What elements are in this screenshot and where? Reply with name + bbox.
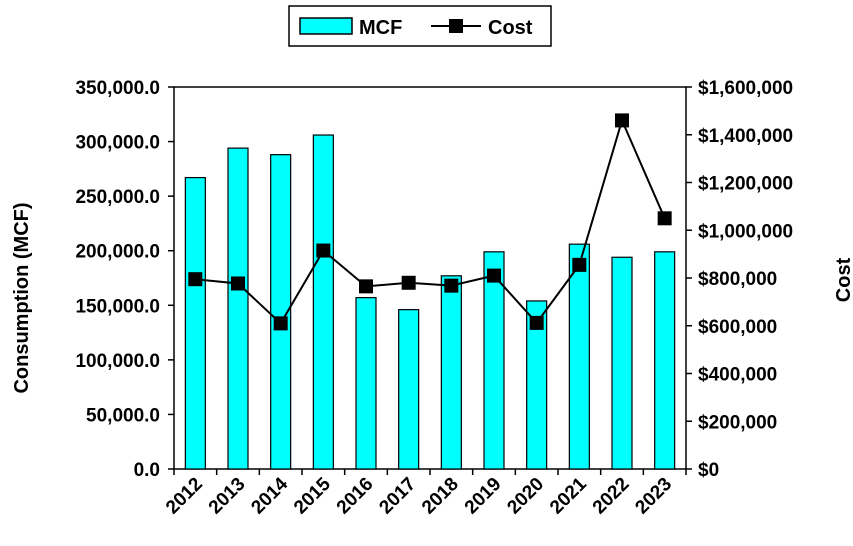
x-tick-label: 2018 — [418, 474, 463, 519]
x-tick-label: 2015 — [290, 473, 335, 518]
y-tick-label: 250,000.0 — [75, 187, 160, 208]
x-tick-label: 2013 — [205, 474, 250, 519]
cost-series — [188, 113, 672, 331]
marker-cost-2018 — [444, 278, 459, 293]
x-tick-label: 2020 — [503, 474, 548, 519]
axes — [168, 86, 692, 475]
bar-mcf-2014 — [270, 154, 292, 470]
y2-tick-label: $1,400,000 — [698, 126, 793, 147]
marker-cost-2014 — [273, 316, 288, 331]
marker-cost-2022 — [615, 113, 629, 128]
marker-cost-2012 — [188, 272, 203, 287]
y2-tick-label: $1,200,000 — [698, 174, 793, 195]
y2-tick-label: $1,000,000 — [698, 221, 793, 242]
y-tick-label: 0.0 — [134, 460, 160, 481]
y-tick-label: 300,000.0 — [75, 133, 160, 154]
y2-tick-label: $600,000 — [698, 317, 777, 338]
x-tick-label: 2022 — [589, 474, 634, 519]
x-tick-label: 2019 — [461, 474, 506, 519]
bar-mcf-2013 — [227, 147, 249, 470]
y2-axis-ticks: $0 $200,000 $400,000 $600,000 $800,000 $1,000… — [698, 78, 793, 481]
bars — [184, 134, 676, 470]
legend-label-mcf: MCF — [359, 17, 402, 39]
y-axis-ticks: 0.0 50,000.0 100,000.0 150,000.0 200,000.0 25… — [75, 78, 160, 481]
marker-cost-2013 — [231, 276, 245, 291]
marker-cost-2023 — [657, 211, 672, 226]
legend: MCF Cost — [288, 5, 552, 47]
x-tick-label: 2017 — [375, 474, 420, 519]
bar-mcf-2019 — [483, 251, 505, 470]
bar-mcf-2020 — [526, 300, 548, 470]
x-tick-label: 2012 — [162, 474, 207, 519]
bar-mcf-2017 — [398, 309, 420, 470]
x-tick-label: 2014 — [247, 473, 292, 518]
y-tick-label: 100,000.0 — [75, 351, 160, 372]
legend-swatch-mcf — [299, 17, 353, 35]
marker-cost-2019 — [487, 268, 501, 283]
y-tick-label: 150,000.0 — [75, 296, 160, 317]
x-axis-ticks: 2012201320142015201620172018201920202021… — [162, 473, 676, 518]
bar-mcf-2023 — [654, 251, 676, 470]
line-cost — [195, 117, 666, 325]
y-tick-label: 350,000.0 — [75, 78, 160, 99]
y-axis-title: Consumption (MCF) — [11, 202, 33, 393]
y2-tick-label: $800,000 — [698, 269, 777, 290]
x-tick-label: 2021 — [546, 473, 591, 518]
legend-marker-cost — [449, 19, 463, 33]
y2-tick-label: $0 — [698, 460, 719, 481]
plot-frame — [173, 86, 687, 470]
marker-cost-2021 — [572, 257, 587, 272]
y-tick-label: 50,000.0 — [86, 405, 160, 426]
bar-mcf-2015 — [312, 134, 334, 470]
bar-mcf-2012 — [184, 176, 206, 470]
bar-mcf-2018 — [440, 275, 462, 470]
x-tick-label: 2023 — [631, 474, 676, 519]
plot-area — [173, 86, 687, 470]
y2-axis-title: Cost — [833, 257, 853, 302]
bar-mcf-2016 — [355, 297, 377, 470]
x-tick-label: 2016 — [333, 474, 378, 519]
y2-tick-label: $1,600,000 — [698, 78, 793, 99]
legend-label-cost: Cost — [488, 17, 533, 39]
bar-mcf-2022 — [611, 256, 633, 470]
marker-cost-2016 — [359, 279, 373, 294]
marker-cost-2015 — [316, 243, 331, 258]
marker-cost-2017 — [401, 275, 416, 290]
marker-cost-2020 — [529, 315, 544, 330]
y2-tick-label: $400,000 — [698, 365, 777, 386]
y-tick-label: 200,000.0 — [75, 242, 160, 263]
bar-mcf-2021 — [568, 243, 590, 470]
y2-tick-label: $200,000 — [698, 412, 777, 433]
